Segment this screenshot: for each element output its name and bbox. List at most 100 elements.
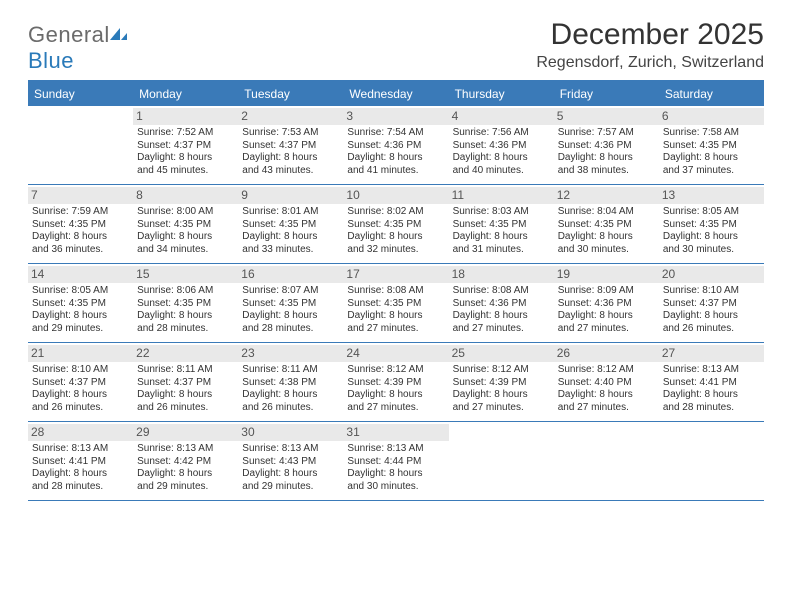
daylight2-label: and 32 minutes.: [347, 244, 444, 257]
sunset-label: Sunset: 4:40 PM: [558, 377, 655, 390]
sunset-label: Sunset: 4:37 PM: [137, 377, 234, 390]
daylight1-label: Daylight: 8 hours: [347, 389, 444, 402]
day-cell: 25Sunrise: 8:12 AMSunset: 4:39 PMDayligh…: [449, 343, 554, 421]
day-cell: [28, 106, 133, 184]
daylight1-label: Daylight: 8 hours: [137, 310, 234, 323]
dow-sunday: Sunday: [28, 82, 133, 106]
daylight1-label: Daylight: 8 hours: [347, 231, 444, 244]
sunset-label: Sunset: 4:36 PM: [347, 140, 444, 153]
day-number: 12: [554, 187, 659, 204]
sunrise-label: Sunrise: 7:57 AM: [558, 127, 655, 140]
day-number: 7: [28, 187, 133, 204]
daylight2-label: and 41 minutes.: [347, 165, 444, 178]
sunrise-label: Sunrise: 7:53 AM: [242, 127, 339, 140]
day-cell: 27Sunrise: 8:13 AMSunset: 4:41 PMDayligh…: [659, 343, 764, 421]
daylight1-label: Daylight: 8 hours: [32, 231, 129, 244]
day-cell: [554, 422, 659, 500]
daylight1-label: Daylight: 8 hours: [663, 310, 760, 323]
daylight1-label: Daylight: 8 hours: [32, 310, 129, 323]
daylight1-label: Daylight: 8 hours: [453, 152, 550, 165]
day-number: 5: [554, 108, 659, 125]
sunset-label: Sunset: 4:35 PM: [32, 298, 129, 311]
day-cell: 16Sunrise: 8:07 AMSunset: 4:35 PMDayligh…: [238, 264, 343, 342]
day-cell: 14Sunrise: 8:05 AMSunset: 4:35 PMDayligh…: [28, 264, 133, 342]
sunrise-label: Sunrise: 8:11 AM: [137, 364, 234, 377]
day-number: 26: [554, 345, 659, 362]
sunrise-label: Sunrise: 8:13 AM: [347, 443, 444, 456]
day-cell: 9Sunrise: 8:01 AMSunset: 4:35 PMDaylight…: [238, 185, 343, 263]
day-of-week-header: Sunday Monday Tuesday Wednesday Thursday…: [28, 82, 764, 106]
sunset-label: Sunset: 4:35 PM: [137, 298, 234, 311]
daylight2-label: and 30 minutes.: [347, 481, 444, 494]
sunset-label: Sunset: 4:35 PM: [137, 219, 234, 232]
daylight2-label: and 28 minutes.: [137, 323, 234, 336]
header: General Blue December 2025 Regensdorf, Z…: [28, 18, 764, 74]
daylight2-label: and 40 minutes.: [453, 165, 550, 178]
location-label: Regensdorf, Zurich, Switzerland: [536, 54, 764, 72]
daylight1-label: Daylight: 8 hours: [453, 231, 550, 244]
day-cell: 20Sunrise: 8:10 AMSunset: 4:37 PMDayligh…: [659, 264, 764, 342]
day-cell: 15Sunrise: 8:06 AMSunset: 4:35 PMDayligh…: [133, 264, 238, 342]
page-title: December 2025: [536, 18, 764, 52]
daylight2-label: and 27 minutes.: [453, 323, 550, 336]
daylight2-label: and 27 minutes.: [558, 323, 655, 336]
sunset-label: Sunset: 4:44 PM: [347, 456, 444, 469]
sunrise-label: Sunrise: 7:58 AM: [663, 127, 760, 140]
day-cell: 21Sunrise: 8:10 AMSunset: 4:37 PMDayligh…: [28, 343, 133, 421]
sunrise-label: Sunrise: 8:12 AM: [558, 364, 655, 377]
sunrise-label: Sunrise: 8:10 AM: [32, 364, 129, 377]
day-cell: 23Sunrise: 8:11 AMSunset: 4:38 PMDayligh…: [238, 343, 343, 421]
sunset-label: Sunset: 4:35 PM: [347, 298, 444, 311]
daylight2-label: and 31 minutes.: [453, 244, 550, 257]
daylight2-label: and 38 minutes.: [558, 165, 655, 178]
daylight1-label: Daylight: 8 hours: [242, 310, 339, 323]
day-number: 10: [343, 187, 448, 204]
day-cell: 8Sunrise: 8:00 AMSunset: 4:35 PMDaylight…: [133, 185, 238, 263]
daylight1-label: Daylight: 8 hours: [137, 468, 234, 481]
daylight2-label: and 28 minutes.: [663, 402, 760, 415]
week-row: 7Sunrise: 7:59 AMSunset: 4:35 PMDaylight…: [28, 185, 764, 264]
daylight2-label: and 43 minutes.: [242, 165, 339, 178]
day-number: 3: [343, 108, 448, 125]
week-row: 14Sunrise: 8:05 AMSunset: 4:35 PMDayligh…: [28, 264, 764, 343]
day-number: 1: [133, 108, 238, 125]
day-cell: 31Sunrise: 8:13 AMSunset: 4:44 PMDayligh…: [343, 422, 448, 500]
calendar-grid: Sunday Monday Tuesday Wednesday Thursday…: [28, 80, 764, 501]
sunrise-label: Sunrise: 8:04 AM: [558, 206, 655, 219]
day-number: 6: [659, 108, 764, 125]
daylight1-label: Daylight: 8 hours: [347, 310, 444, 323]
day-cell: 22Sunrise: 8:11 AMSunset: 4:37 PMDayligh…: [133, 343, 238, 421]
day-number: 24: [343, 345, 448, 362]
sunset-label: Sunset: 4:37 PM: [242, 140, 339, 153]
day-number: 4: [449, 108, 554, 125]
sunrise-label: Sunrise: 8:08 AM: [453, 285, 550, 298]
dow-wednesday: Wednesday: [343, 82, 448, 106]
daylight2-label: and 29 minutes.: [242, 481, 339, 494]
day-number: 11: [449, 187, 554, 204]
day-cell: 13Sunrise: 8:05 AMSunset: 4:35 PMDayligh…: [659, 185, 764, 263]
day-cell: 6Sunrise: 7:58 AMSunset: 4:35 PMDaylight…: [659, 106, 764, 184]
day-number: [449, 424, 554, 441]
day-number: 9: [238, 187, 343, 204]
day-cell: 4Sunrise: 7:56 AMSunset: 4:36 PMDaylight…: [449, 106, 554, 184]
sunrise-label: Sunrise: 8:05 AM: [663, 206, 760, 219]
sunset-label: Sunset: 4:36 PM: [453, 298, 550, 311]
sunrise-label: Sunrise: 8:10 AM: [663, 285, 760, 298]
title-block: December 2025 Regensdorf, Zurich, Switze…: [536, 18, 764, 72]
daylight2-label: and 30 minutes.: [558, 244, 655, 257]
sunrise-label: Sunrise: 8:00 AM: [137, 206, 234, 219]
sunset-label: Sunset: 4:39 PM: [453, 377, 550, 390]
sunrise-label: Sunrise: 8:09 AM: [558, 285, 655, 298]
daylight1-label: Daylight: 8 hours: [347, 468, 444, 481]
sunset-label: Sunset: 4:38 PM: [242, 377, 339, 390]
daylight2-label: and 28 minutes.: [32, 481, 129, 494]
daylight2-label: and 45 minutes.: [137, 165, 234, 178]
sunrise-label: Sunrise: 8:08 AM: [347, 285, 444, 298]
sunrise-label: Sunrise: 8:13 AM: [137, 443, 234, 456]
day-number: [659, 424, 764, 441]
dow-thursday: Thursday: [449, 82, 554, 106]
sunset-label: Sunset: 4:35 PM: [32, 219, 129, 232]
daylight1-label: Daylight: 8 hours: [453, 310, 550, 323]
sunset-label: Sunset: 4:37 PM: [663, 298, 760, 311]
daylight1-label: Daylight: 8 hours: [347, 152, 444, 165]
